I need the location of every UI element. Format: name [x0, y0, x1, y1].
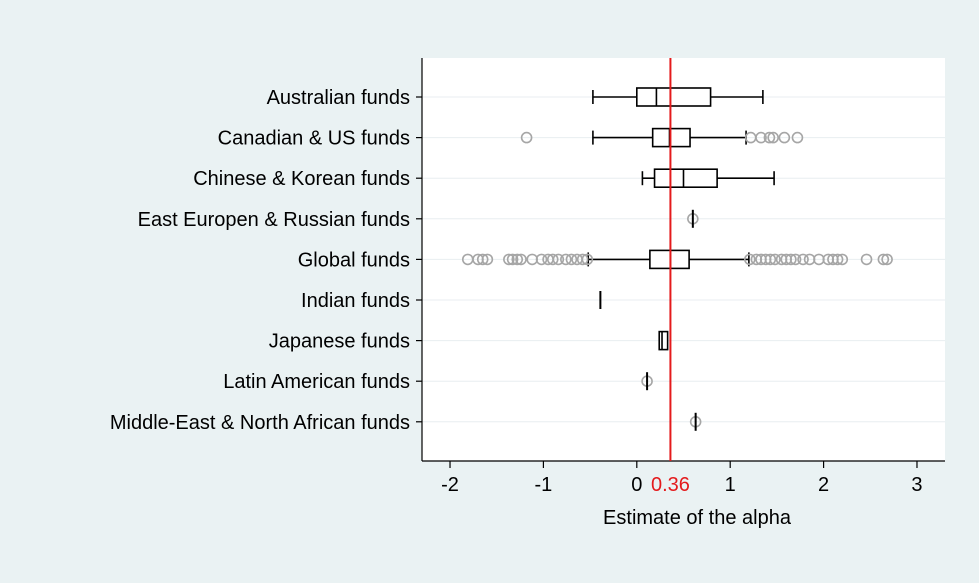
x-tick-label: 1: [725, 474, 736, 496]
x-tick-label: 2: [818, 474, 829, 496]
outlier-point: [476, 253, 489, 266]
x-axis-title: Estimate of the alpha: [603, 507, 792, 529]
iqr-box: [636, 87, 712, 107]
outlier-point: [506, 253, 519, 266]
box-group: [461, 249, 893, 270]
outlier-point: [576, 253, 589, 266]
x-tick-label: 3: [911, 474, 922, 496]
reference-line-group: 0.36: [651, 58, 690, 496]
outlier-point: [797, 253, 809, 266]
y-tick-label: Australian funds: [267, 87, 410, 109]
outlier-point: [836, 253, 849, 266]
y-tick-label: Japanese funds: [269, 331, 410, 353]
outlier-point: [769, 253, 781, 266]
outlier-point: [503, 253, 515, 266]
outlier-point: [515, 253, 527, 266]
y-tick-label: Latin American funds: [223, 371, 410, 393]
outlier-point: [831, 253, 844, 266]
outlier-point: [755, 131, 767, 144]
outlier-point: [767, 131, 779, 144]
outlier-point: [791, 131, 804, 144]
box-group: [658, 330, 669, 351]
outlier-point: [520, 131, 533, 144]
iqr-box: [658, 330, 669, 351]
y-tick-label: Chinese & Korean funds: [193, 168, 410, 190]
x-tick-label: -1: [535, 474, 553, 496]
y-tick-label: East Europen & Russian funds: [138, 209, 410, 231]
reference-line-label: 0.36: [651, 474, 690, 496]
outlier-point: [744, 253, 756, 266]
outlier-point: [511, 253, 524, 266]
x-tick-label: 0: [631, 474, 642, 496]
outlier-point: [785, 253, 797, 266]
outlier-point: [860, 253, 873, 266]
outlier-point: [565, 253, 578, 266]
outlier-point: [764, 253, 777, 266]
outlier-point: [581, 253, 594, 266]
outlier-point: [546, 253, 559, 266]
box-group: [687, 209, 699, 228]
outlier-point: [877, 253, 890, 266]
outlier-point: [881, 253, 893, 266]
outlier-point: [535, 253, 548, 266]
outlier-point: [763, 131, 776, 144]
y-tick-label: Canadian & US funds: [218, 128, 410, 150]
outlier-point: [778, 131, 791, 144]
outlier-point: [552, 253, 565, 266]
y-tick-label: Middle-East & North African funds: [110, 412, 410, 434]
outlier-point: [560, 253, 572, 266]
boxes: [461, 87, 893, 431]
outlier-point: [789, 253, 802, 266]
y-tick-label: Global funds: [298, 249, 410, 271]
axes: Australian funds Canadian & US funds Chine…: [110, 58, 945, 496]
box-group: [641, 372, 653, 391]
box-group: [689, 412, 702, 431]
iqr-box: [653, 168, 718, 188]
box-group: [592, 87, 764, 107]
y-tick-label: Indian funds: [301, 290, 410, 312]
x-tick-label: -2: [441, 474, 459, 496]
outlier-point: [481, 253, 494, 266]
